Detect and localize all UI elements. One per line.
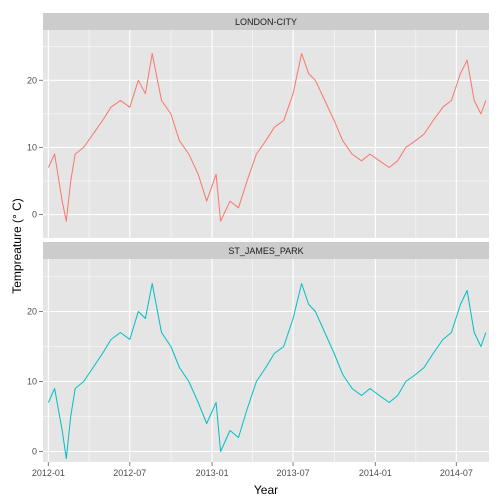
strip-london-city [43,13,489,30]
x-tick-label: 2013-01 [196,468,229,478]
series-line-st-james-park [47,283,487,459]
x-axis-ticks: 2012-01 2012-07 2013-01 2013-07 2014-01 2014-… [32,462,473,478]
strip-label-london-city: LONDON-CITY [235,17,297,27]
gridlines-st-james-park [43,259,489,462]
y-ticks-st-james-park: 0 10 20 [27,307,43,457]
y-tick-label: 10 [27,377,37,387]
y-ticks-london-city: 0 10 20 [27,75,43,220]
y-tick-label: 0 [32,447,37,457]
y-tick-label: 20 [27,307,37,317]
x-tick-label: 2012-01 [32,468,65,478]
y-tick-label: 10 [27,142,37,152]
x-tick-label: 2013-07 [277,468,310,478]
y-tick-label: 20 [27,75,37,85]
panel-st-james-park [43,259,489,462]
x-tick-label: 2014-07 [440,468,473,478]
gridlines-london-city [43,30,489,238]
x-axis-title: Year [254,483,278,497]
x-tick-label: 2014-01 [359,468,392,478]
y-tick-label: 0 [32,210,37,220]
panel-london-city [43,30,489,238]
strip-st-james-park [43,242,489,259]
series-line-london-city [47,53,487,222]
x-tick-label: 2012-07 [113,468,146,478]
strip-label-st-james-park: ST_JAMES_PARK [228,246,303,256]
y-axis-title: Tempreature (° C) [10,198,24,294]
